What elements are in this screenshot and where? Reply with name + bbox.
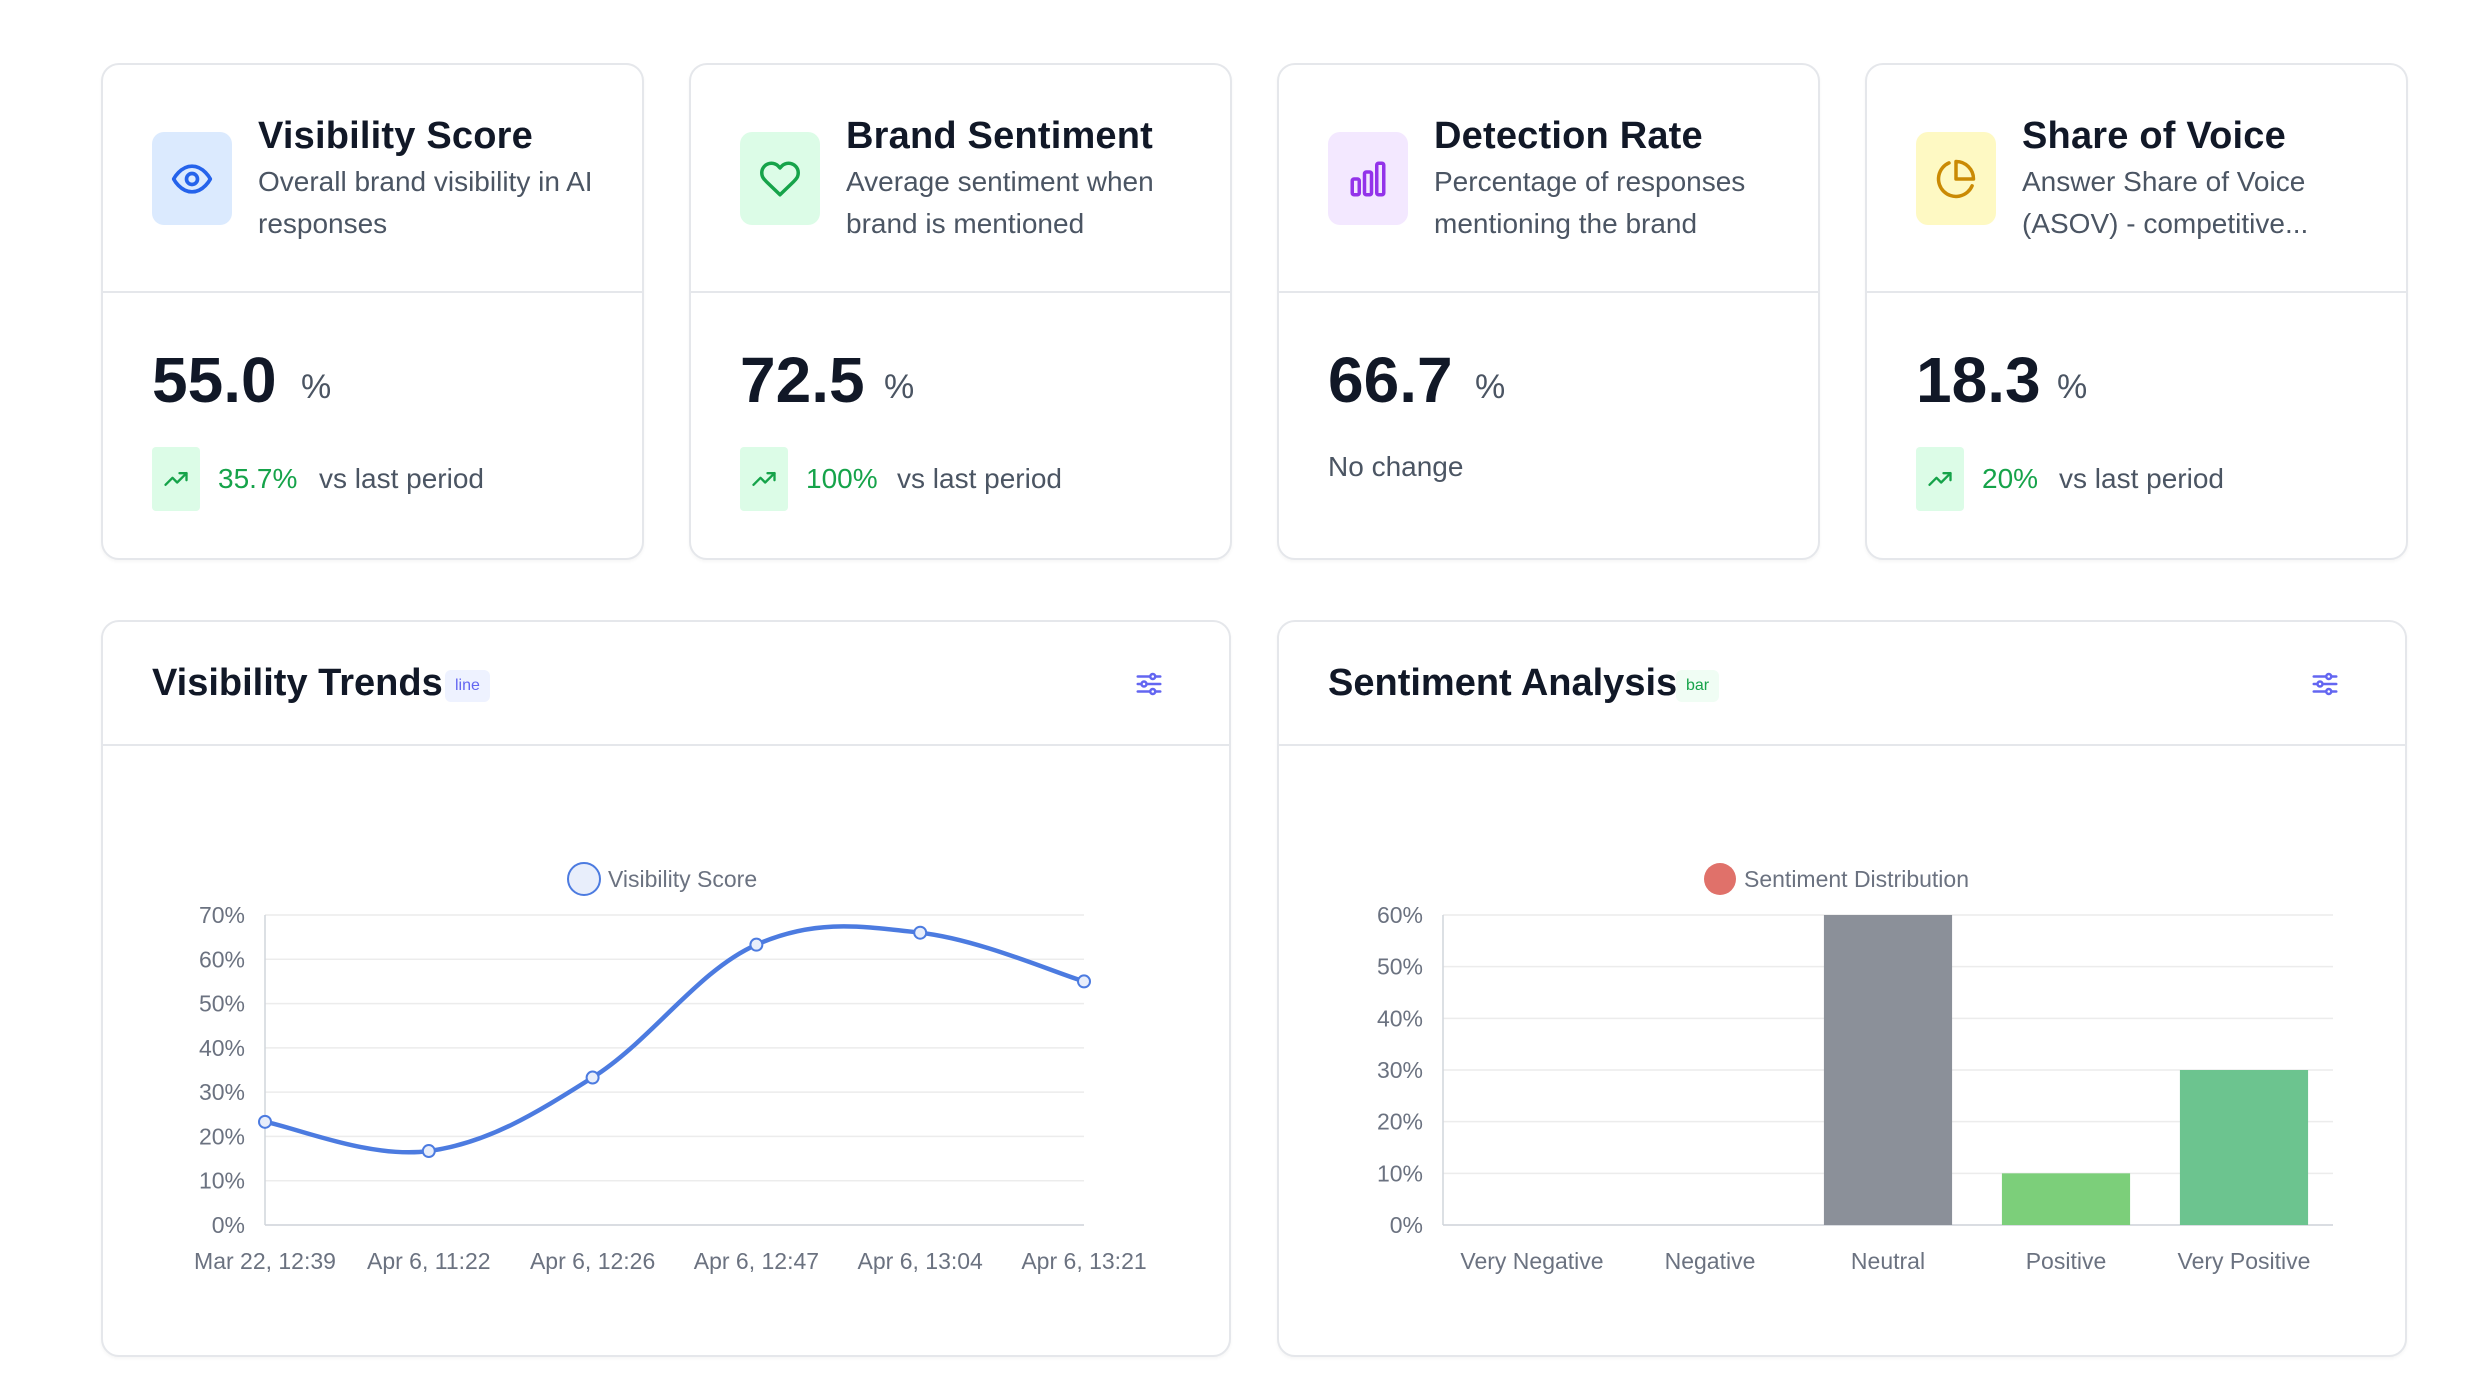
data-point — [585, 1070, 600, 1085]
metric-card-brand-sentiment: Brand Sentiment Average sentiment when b… — [689, 63, 1232, 560]
metric-description: Average sentiment when brand is mentione… — [846, 166, 1154, 239]
filter-settings-button[interactable] — [1129, 664, 1169, 704]
chart-card-header: Visibility Trends line — [103, 622, 1229, 746]
metric-card-header: Brand Sentiment Average sentiment when b… — [691, 65, 1230, 293]
metric-value: 72.5 — [740, 344, 865, 416]
data-point — [1077, 974, 1091, 989]
trend-note: vs last period — [2059, 463, 2224, 494]
legend-marker — [1704, 863, 1736, 895]
data-point — [749, 937, 764, 952]
trending-up-icon — [740, 447, 788, 511]
x-tick-label: Very Positive — [2178, 1248, 2311, 1274]
trend-percentage: 35.7% — [218, 463, 298, 494]
legend-label: Sentiment Distribution — [1744, 866, 1969, 892]
filter-settings-button[interactable] — [2305, 664, 2345, 704]
y-tick-label: 60% — [199, 946, 245, 972]
y-tick-label: 50% — [199, 991, 245, 1017]
sliders-icon — [1136, 672, 1162, 696]
x-tick-label: Neutral — [1851, 1248, 1925, 1274]
data-point — [913, 925, 928, 940]
chart-card-header: Sentiment Analysis bar — [1279, 622, 2405, 746]
metric-unit: % — [1475, 368, 1506, 406]
x-tick-label: Very Negative — [1460, 1248, 1603, 1274]
pie-chart-icon — [1916, 132, 1996, 225]
visibility-trends-card: Visibility Trends line 0% 10% 20% 30% 40% 50%… — [101, 620, 1231, 1357]
x-tick-label: Apr 6, 12:47 — [694, 1248, 819, 1274]
bar-positive — [2001, 1173, 2131, 1225]
trend-note: vs last period — [897, 463, 1062, 494]
metric-value: 55.0 — [152, 344, 277, 416]
x-tick-label: Positive — [2026, 1248, 2107, 1274]
trend-percentage: 20% — [1982, 463, 2039, 494]
trend-note: No change — [1328, 451, 1464, 482]
y-tick-label: 50% — [1377, 954, 1423, 980]
y-tick-label: 0% — [1390, 1212, 1423, 1238]
metric-description: Answer Share of Voice (ASOV) - competiti… — [2022, 166, 2309, 239]
sentiment-bar-chart: 0% 10% 20% 30% 40% 50% 60% Very Negative Negativ… — [1377, 863, 2333, 1274]
series-line-visibility-score — [264, 924, 1085, 1155]
sentiment-analysis-card: Sentiment Analysis bar 0% 10% 20% 30% 40% 50%… — [1277, 620, 2407, 1357]
y-tick-label: 10% — [1377, 1160, 1423, 1186]
bar-chart-icon — [1328, 132, 1408, 225]
metric-title: Share of Voice — [2022, 115, 2286, 157]
y-tick-label: 20% — [199, 1123, 245, 1149]
y-tick-label: 30% — [1377, 1057, 1423, 1083]
metric-value: 18.3 — [1916, 344, 2041, 416]
y-tick-label: 40% — [199, 1035, 245, 1061]
y-tick-label: 40% — [1377, 1005, 1423, 1031]
data-point — [258, 1114, 272, 1129]
metric-card-share-of-voice: Share of Voice Answer Share of Voice (AS… — [1865, 63, 2408, 560]
metric-description: Percentage of responses mentioning the b… — [1434, 166, 1746, 239]
y-tick-label: 60% — [1377, 902, 1423, 928]
y-tick-label: 70% — [199, 902, 245, 928]
trend-percentage: 100% — [806, 463, 878, 494]
bar-neutral — [1823, 915, 1953, 1225]
metric-card-header: Detection Rate Percentage of responses m… — [1279, 65, 1818, 293]
y-tick-label: 20% — [1377, 1109, 1423, 1135]
metric-value: 66.7 — [1328, 344, 1453, 416]
metric-description: Overall brand visibility in AI responses — [258, 166, 593, 239]
trending-up-icon — [1916, 447, 1964, 511]
x-tick-label: Apr 6, 11:22 — [367, 1248, 491, 1274]
x-tick-label: Mar 22, 12:39 — [194, 1248, 336, 1274]
bar-very-positive — [2179, 1070, 2309, 1225]
trend-note: vs last period — [319, 463, 484, 494]
data-point — [421, 1144, 436, 1159]
chart-title: Sentiment Analysis — [1328, 662, 1678, 704]
metric-title: Visibility Score — [258, 115, 533, 157]
x-tick-label: Negative — [1665, 1248, 1756, 1274]
legend-label: Visibility Score — [608, 866, 757, 892]
metric-card-visibility-score: Visibility Score Overall brand visibilit… — [101, 63, 644, 560]
metric-title: Brand Sentiment — [846, 115, 1154, 157]
trending-up-icon — [152, 447, 200, 511]
y-tick-label: 30% — [199, 1079, 245, 1105]
legend-marker — [567, 862, 601, 896]
chart-type-badge: line — [445, 670, 490, 702]
visibility-line-chart: 0% 10% 20% 30% 40% 50% 60% 70% Mar 22, 12:39 Apr … — [194, 862, 1147, 1274]
metric-card-detection-rate: Detection Rate Percentage of responses m… — [1277, 63, 1820, 560]
eye-icon — [152, 132, 232, 225]
y-tick-label: 10% — [199, 1168, 245, 1194]
metric-title: Detection Rate — [1434, 115, 1703, 157]
chart-type-badge: bar — [1676, 670, 1720, 702]
metric-card-header: Visibility Score Overall brand visibilit… — [103, 65, 642, 293]
x-tick-label: Apr 6, 12:26 — [530, 1248, 655, 1274]
heart-icon — [740, 132, 820, 225]
sliders-icon — [2312, 672, 2338, 696]
metric-unit: % — [301, 368, 332, 406]
metric-card-header: Share of Voice Answer Share of Voice (AS… — [1867, 65, 2406, 293]
x-tick-label: Apr 6, 13:04 — [858, 1248, 984, 1274]
metric-unit: % — [2057, 368, 2088, 406]
y-tick-label: 0% — [212, 1212, 245, 1238]
x-tick-label: Apr 6, 13:21 — [1021, 1248, 1146, 1274]
chart-title: Visibility Trends — [152, 662, 443, 704]
metric-unit: % — [884, 368, 915, 406]
